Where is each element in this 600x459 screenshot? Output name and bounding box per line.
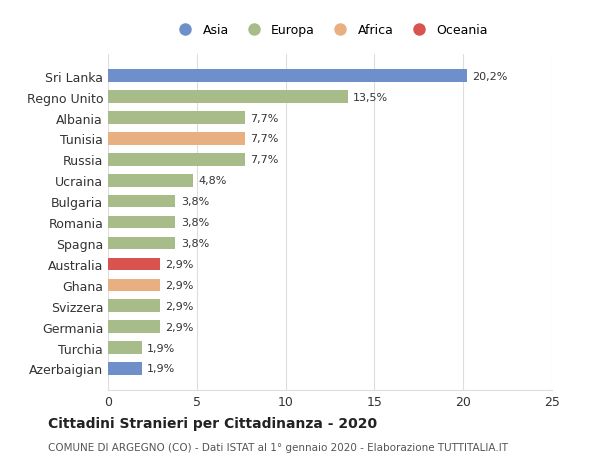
Bar	[108, 70, 467, 83]
Text: 3,8%: 3,8%	[181, 197, 209, 207]
Bar	[108, 196, 175, 208]
Bar	[108, 300, 160, 312]
Legend: Asia, Europa, Africa, Oceania: Asia, Europa, Africa, Oceania	[166, 18, 494, 43]
Text: 1,9%: 1,9%	[147, 364, 175, 374]
Bar	[108, 321, 160, 333]
Text: 2,9%: 2,9%	[165, 259, 193, 269]
Bar	[108, 363, 142, 375]
Text: 7,7%: 7,7%	[250, 155, 278, 165]
Bar	[108, 112, 245, 124]
Bar	[108, 91, 348, 104]
Text: 4,8%: 4,8%	[199, 176, 227, 186]
Bar	[108, 154, 245, 166]
Bar	[108, 133, 245, 146]
Text: 3,8%: 3,8%	[181, 239, 209, 248]
Bar	[108, 237, 175, 250]
Text: 2,9%: 2,9%	[165, 322, 193, 332]
Text: 2,9%: 2,9%	[165, 280, 193, 290]
Text: 20,2%: 20,2%	[472, 72, 508, 82]
Bar	[108, 216, 175, 229]
Bar	[108, 174, 193, 187]
Bar	[108, 279, 160, 291]
Text: 2,9%: 2,9%	[165, 301, 193, 311]
Bar	[108, 258, 160, 271]
Text: COMUNE DI ARGEGNO (CO) - Dati ISTAT al 1° gennaio 2020 - Elaborazione TUTTITALIA: COMUNE DI ARGEGNO (CO) - Dati ISTAT al 1…	[48, 442, 508, 452]
Text: 3,8%: 3,8%	[181, 218, 209, 228]
Text: Cittadini Stranieri per Cittadinanza - 2020: Cittadini Stranieri per Cittadinanza - 2…	[48, 416, 377, 430]
Text: 1,9%: 1,9%	[147, 343, 175, 353]
Text: 7,7%: 7,7%	[250, 134, 278, 144]
Text: 13,5%: 13,5%	[353, 92, 388, 102]
Text: 7,7%: 7,7%	[250, 113, 278, 123]
Bar	[108, 341, 142, 354]
